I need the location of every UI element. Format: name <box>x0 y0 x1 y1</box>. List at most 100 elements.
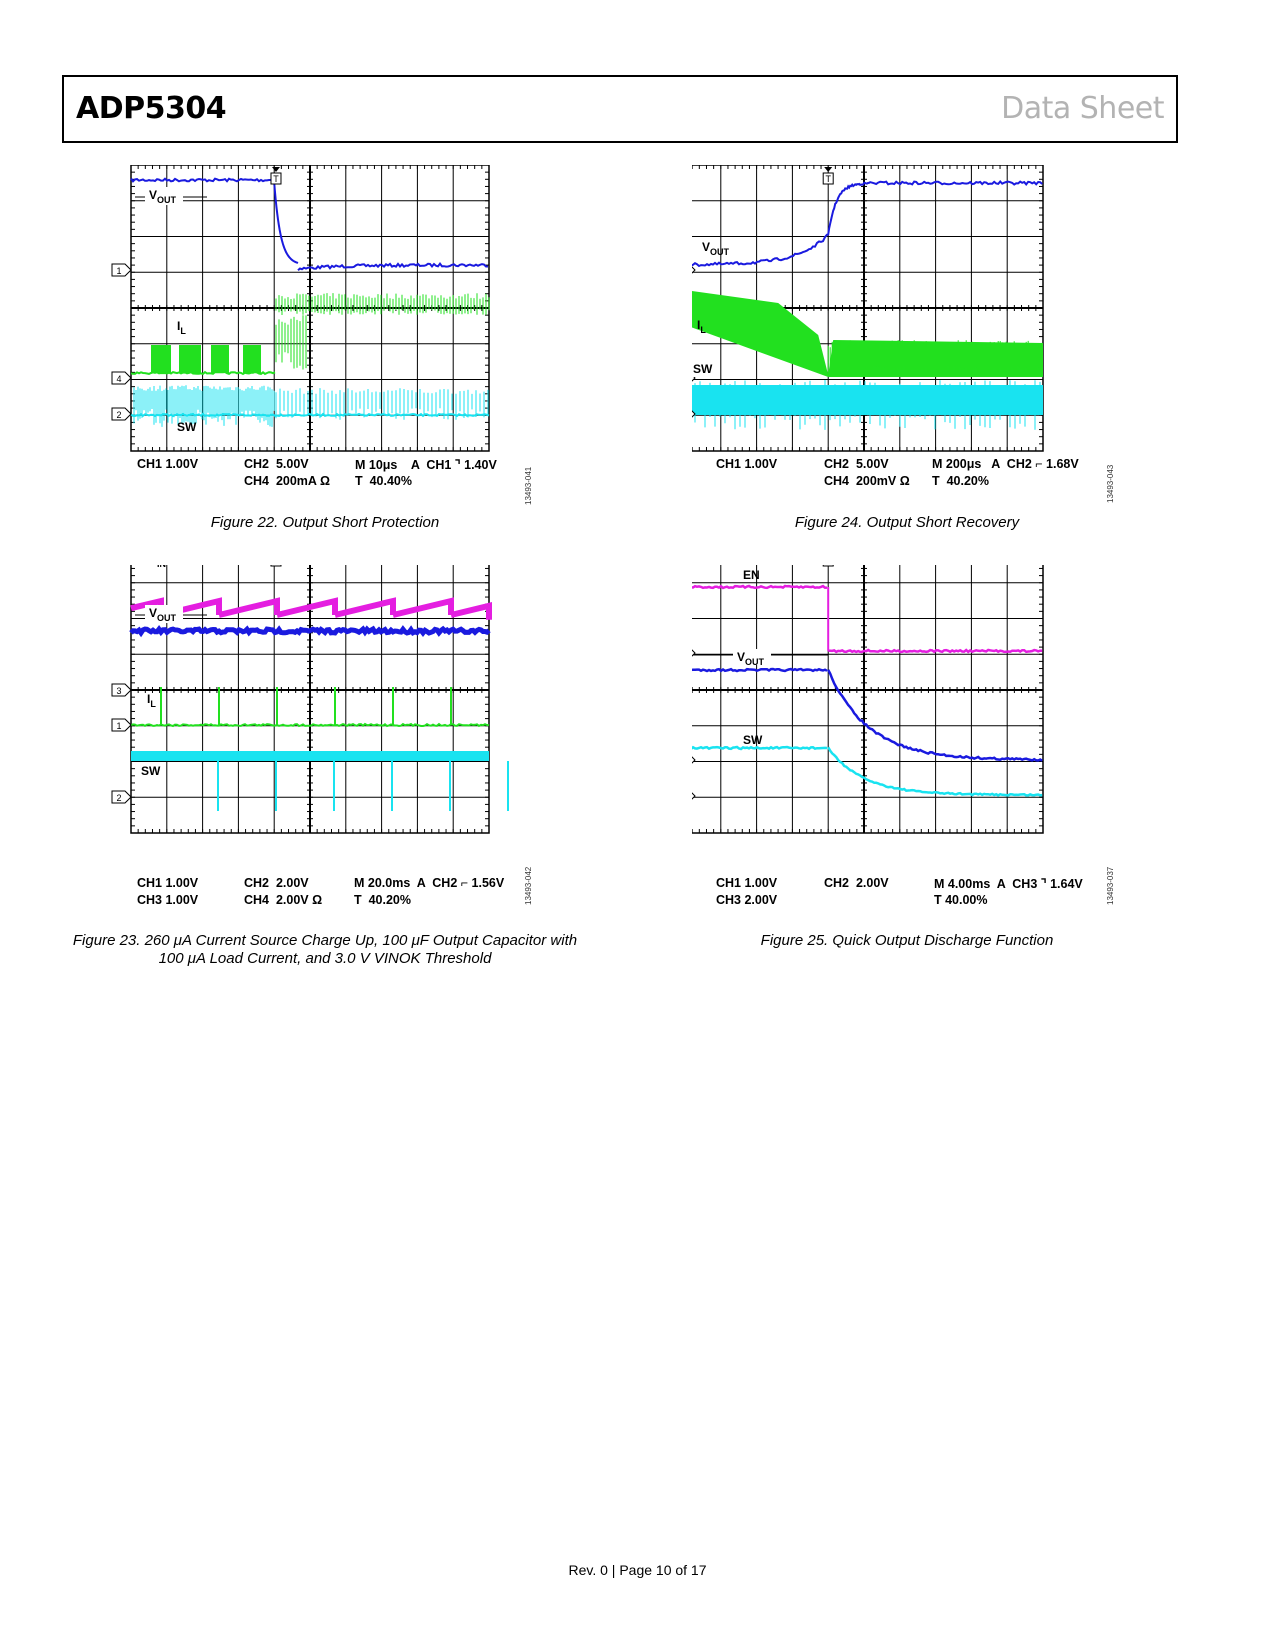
il-label: IL <box>697 318 706 335</box>
il-burst <box>211 345 229 373</box>
label-bg <box>145 187 183 205</box>
vout-transition <box>273 179 299 264</box>
channel-marker-shape <box>111 683 132 697</box>
trigger-marker: T <box>822 565 834 567</box>
readout-l1: CH1 1.00V <box>137 457 199 471</box>
il-trace <box>130 722 490 728</box>
readout-c1: CH2 5.00V <box>824 457 889 471</box>
channel-marker-label: 2 <box>116 410 121 420</box>
channel-marker: 3 <box>111 683 132 697</box>
en-trace-low <box>828 648 1043 654</box>
il-baseline <box>130 370 276 376</box>
readout-c1: CH2 5.00V <box>244 457 309 471</box>
vout-trace <box>130 177 274 183</box>
channel-marker: 2 <box>111 790 132 804</box>
figure-code: 13493-043 <box>1106 464 1115 503</box>
readout-l2: CH3 1.00V <box>137 893 199 907</box>
il-ripple <box>827 340 1043 375</box>
en-label: EN <box>743 568 760 582</box>
il-burst <box>151 345 171 373</box>
channel-marker-shape <box>692 410 696 418</box>
vout-label: VOUT <box>702 240 730 257</box>
channel-marker: 3 <box>692 649 696 657</box>
il-burst <box>179 345 201 373</box>
sw-decay <box>827 746 1043 797</box>
page-footer: Rev. 0 | Page 10 of 17 <box>568 1562 707 1578</box>
channel-marker-label: 1 <box>116 721 121 731</box>
readout-r1: M 10μs A CH1 ⌝ 1.40V <box>355 458 497 472</box>
channel-marker: 4 <box>111 371 132 385</box>
il-rise <box>275 315 307 370</box>
figure-24-caption: Figure 24. Output Short Recovery <box>794 514 1020 531</box>
vout-decay <box>827 669 1043 762</box>
readout-c2: CH4 200mA Ω <box>244 474 330 488</box>
channel-marker-label: 1 <box>116 266 121 276</box>
channel-marker-shape <box>111 718 132 732</box>
page-header: ADP5304 Data Sheet <box>62 75 1178 143</box>
trigger-box <box>270 565 282 567</box>
channel-marker: 1 <box>692 756 696 764</box>
readout-r2: T 40.00% <box>934 893 988 907</box>
vout-plateau <box>867 179 1043 186</box>
trigger-marker: T <box>270 565 282 567</box>
sw-band <box>131 751 489 761</box>
screen-border <box>692 565 1044 834</box>
readout-r2: T 40.40% <box>355 474 412 488</box>
il-label: IL <box>177 319 186 336</box>
sw-label: SW <box>177 420 197 434</box>
trigger-box <box>270 172 282 185</box>
channel-marker-shape <box>692 756 696 764</box>
label-bg <box>145 605 183 623</box>
readout-r2: T 40.20% <box>932 474 989 488</box>
channel-marker: 2 <box>111 407 132 421</box>
figure-25-caption: Figure 25. Quick Output Discharge Functi… <box>760 932 1054 949</box>
trigger-marker: T <box>270 167 282 185</box>
trigger-marker: T <box>822 167 834 185</box>
trigger-arrow <box>271 167 280 172</box>
figure-code: 13493-037 <box>1106 866 1115 905</box>
en-trace-high <box>692 584 828 590</box>
scope-screen-22: T 1 4 2 VOUT IL SW <box>111 165 490 452</box>
channel-marker-shape <box>692 649 696 657</box>
readout-r2: T 40.20% <box>354 893 411 907</box>
trigger-arrow <box>824 167 833 172</box>
channel-marker: 1 <box>111 263 132 277</box>
vout-trace <box>129 624 491 638</box>
vout-trace-high <box>692 667 828 673</box>
readout-l1: CH1 1.00V <box>716 876 778 890</box>
readout-c1: CH2 2.00V <box>824 876 889 890</box>
vout-label: VOUT <box>737 650 765 667</box>
readout-r1: M 4.00ms A CH3 ⌝ 1.64V <box>934 877 1083 891</box>
sw-switching <box>275 388 489 420</box>
graticule <box>692 565 1044 834</box>
vout-label: VOUT <box>149 606 177 623</box>
label-bg <box>733 649 771 665</box>
trigger-label: T <box>825 565 831 566</box>
channel-marker-shape <box>111 263 132 277</box>
il-burst <box>243 345 261 373</box>
channel-marker: 1 <box>692 266 696 274</box>
label-bg <box>692 361 717 377</box>
figure-22-caption: Figure 22. Output Short Protection <box>210 514 440 531</box>
trigger-label: T <box>273 565 279 566</box>
sw-label: SW <box>693 362 713 376</box>
vout-label: VOUT <box>149 188 177 205</box>
vout-trace-low <box>297 262 488 272</box>
vin-trace <box>130 597 492 620</box>
channel-marker: 2 <box>692 410 696 418</box>
scope-screen-25: T 3 1 2 EN VOUT SW <box>692 565 1044 834</box>
channel-marker-shape <box>111 790 132 804</box>
il-band <box>692 290 1043 377</box>
channel-marker-label: 4 <box>116 374 121 384</box>
part-number: ADP5304 <box>76 91 227 126</box>
il-label: IL <box>147 692 156 709</box>
channel-marker: 1 <box>111 718 132 732</box>
scope-figure-23: T 3 1 2 VIN VOUT IL SW CH1 1.00V CH3 1.00V CH2 … <box>110 565 540 907</box>
scope-screen-23: T 3 1 2 VIN VOUT IL SW <box>111 565 509 834</box>
readout-l1: CH1 1.00V <box>137 876 199 890</box>
sw-label: SW <box>141 764 161 778</box>
caption-line-1: Figure 23. 260 μA Current Source Charge … <box>72 932 578 949</box>
channel-marker-shape <box>111 371 132 385</box>
figure-code: 13493-042 <box>524 866 533 905</box>
